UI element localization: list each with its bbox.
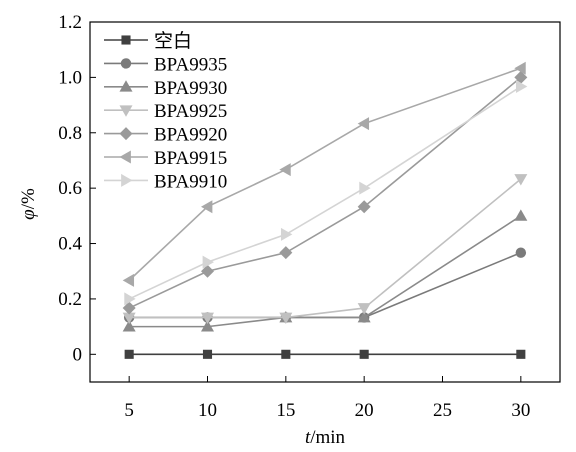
data-point (515, 247, 527, 258)
x-tick-label: 25 (433, 400, 452, 421)
series-BPA9925 (122, 174, 528, 324)
series-line (129, 178, 522, 319)
data-point (515, 80, 528, 94)
legend-label: BPA9925 (154, 101, 227, 122)
legend-item: BPA9915 (104, 148, 227, 169)
legend-marker (120, 58, 132, 69)
legend-label: BPA9915 (154, 148, 227, 169)
legend-label: BPA9930 (154, 78, 227, 99)
legend-item: BPA9920 (104, 125, 227, 146)
series-BPA9935 (123, 247, 527, 323)
axes: 0 0.2 0.4 0.6 0.8 1.0 1.2 5 10 15 20 25 30 (58, 12, 561, 421)
data-point (280, 227, 293, 241)
y-tick-label: 0.6 (58, 178, 82, 199)
data-point (201, 200, 213, 214)
legend-label: BPA9920 (154, 125, 227, 146)
data-point (201, 264, 214, 278)
data-point (357, 303, 371, 315)
data-point (279, 246, 293, 260)
data-point (202, 255, 214, 269)
data-point (281, 349, 291, 359)
series-line (129, 251, 522, 319)
legend-marker (121, 35, 131, 45)
x-axis-label-var: t (305, 427, 311, 448)
plot-frame (89, 21, 561, 383)
y-tick-label: 0.2 (58, 289, 82, 310)
data-point (201, 320, 214, 332)
data-point (279, 312, 293, 324)
x-axis-label-unit: /min (310, 427, 345, 448)
data-point (122, 301, 136, 315)
series-BPA9920 (122, 70, 528, 315)
legend-marker (121, 173, 133, 187)
data-point (514, 174, 528, 186)
y-axis-label: φ/% (18, 188, 39, 220)
series-BPA9915 (122, 61, 526, 287)
data-point (357, 117, 370, 131)
y-tick-label: 1.2 (58, 12, 82, 33)
x-tick-label: 15 (276, 400, 295, 421)
legend-label: 空白 (154, 30, 192, 52)
x-tick-label: 30 (511, 400, 530, 421)
data-point (202, 349, 213, 359)
legend-marker (119, 150, 131, 164)
legend-marker (119, 80, 133, 92)
data-point (124, 292, 136, 306)
data-point (359, 181, 371, 195)
data-point (514, 61, 526, 75)
legend-item: 空白 (104, 30, 192, 52)
data-point (357, 200, 371, 214)
y-tick-label: 0.4 (58, 234, 82, 255)
legend-item: BPA9935 (104, 54, 227, 75)
data-point (357, 310, 371, 323)
legend-marker (119, 127, 133, 141)
data-point (201, 312, 214, 324)
legend-item: BPA9925 (104, 101, 227, 122)
y-tick-label: 0 (73, 344, 83, 365)
y-axis-label-var: φ (18, 209, 39, 220)
legend-marker (119, 105, 133, 117)
data-point (514, 70, 528, 84)
x-tick-label: 5 (124, 400, 134, 421)
series-空白 (124, 349, 526, 359)
data-point (122, 320, 136, 332)
data-point (124, 349, 134, 359)
x-axis-label: t/min (305, 427, 346, 448)
legend-item: BPA9930 (104, 78, 227, 99)
legend-item: BPA9910 (104, 171, 227, 192)
series-BPA9910 (124, 80, 528, 306)
data-point (122, 312, 136, 324)
legend-label: BPA9910 (154, 171, 227, 192)
data-point (516, 349, 526, 359)
data-point (279, 163, 291, 177)
series-layer (122, 61, 528, 359)
y-axis-label-unit: /% (18, 188, 39, 209)
y-tick-label: 1.0 (58, 67, 82, 88)
x-tick-label: 20 (355, 400, 374, 421)
data-point (514, 209, 528, 221)
legend-label: BPA9935 (154, 54, 227, 75)
x-tick-label: 10 (198, 400, 217, 421)
data-point (122, 273, 135, 287)
data-point (359, 349, 369, 359)
y-tick-label: 0.8 (58, 123, 82, 144)
